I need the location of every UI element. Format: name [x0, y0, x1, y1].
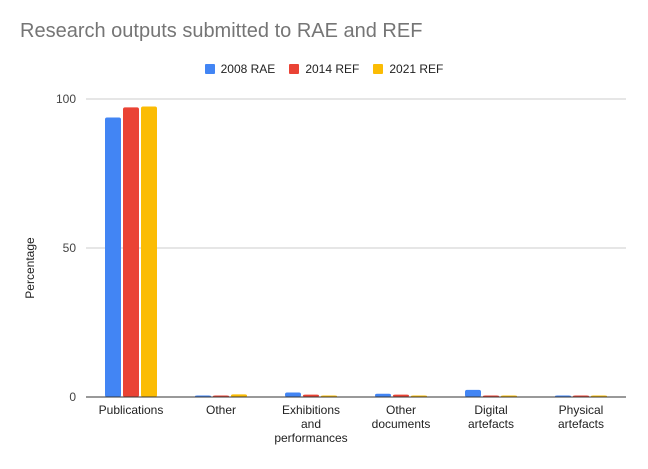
x-tick-label-line: artefacts	[558, 417, 604, 431]
legend-label: 2008 RAE	[220, 62, 276, 76]
x-tick-label: Digital artefacts	[468, 403, 514, 431]
bar	[105, 117, 121, 397]
bar	[303, 394, 319, 397]
legend-item-2014-ref: 2014 REF	[289, 62, 359, 76]
x-tick-label-line: Physical	[559, 403, 604, 417]
x-tick-label: Other documents	[372, 403, 431, 431]
x-tick-label: Publications	[99, 403, 164, 417]
legend-item-2008-rae: 2008 RAE	[204, 62, 276, 76]
x-tick-label-line: Exhibitions	[282, 403, 340, 417]
x-tick-label-line: Digital	[474, 403, 507, 417]
y-tick-label: 50	[63, 241, 77, 255]
x-tick-label-line: and	[301, 417, 321, 431]
bar	[231, 394, 247, 397]
legend-swatch	[204, 64, 215, 74]
x-tick-label-line: Other	[206, 403, 236, 417]
bar	[465, 389, 481, 397]
bar	[375, 393, 391, 397]
legend-swatch	[373, 64, 384, 74]
bar	[141, 106, 157, 397]
y-tick-label: 100	[56, 92, 76, 106]
x-tick-label-line: Publications	[99, 403, 164, 417]
x-tick-label: Other	[206, 403, 236, 417]
bar	[123, 107, 139, 398]
legend: 2008 RAE 2014 REF 2021 REF	[0, 62, 648, 76]
chart-title: Research outputs submitted to RAE and RE…	[20, 20, 423, 42]
bar	[393, 394, 409, 397]
x-tick-label-line: Other	[386, 403, 416, 417]
legend-swatch	[289, 64, 300, 74]
x-tick-label: Exhibitions and performances	[274, 403, 347, 445]
x-tick-label: Physical artefacts	[558, 403, 604, 431]
legend-label: 2021 REF	[389, 62, 444, 76]
x-tick-label-line: artefacts	[468, 417, 514, 431]
y-tick-label: 0	[69, 390, 76, 404]
legend-item-2021-ref: 2021 REF	[373, 62, 443, 76]
bar	[285, 392, 301, 397]
legend-label: 2014 REF	[305, 62, 360, 76]
x-tick-label-line: documents	[372, 417, 431, 431]
x-tick-label-line: performances	[274, 431, 347, 445]
